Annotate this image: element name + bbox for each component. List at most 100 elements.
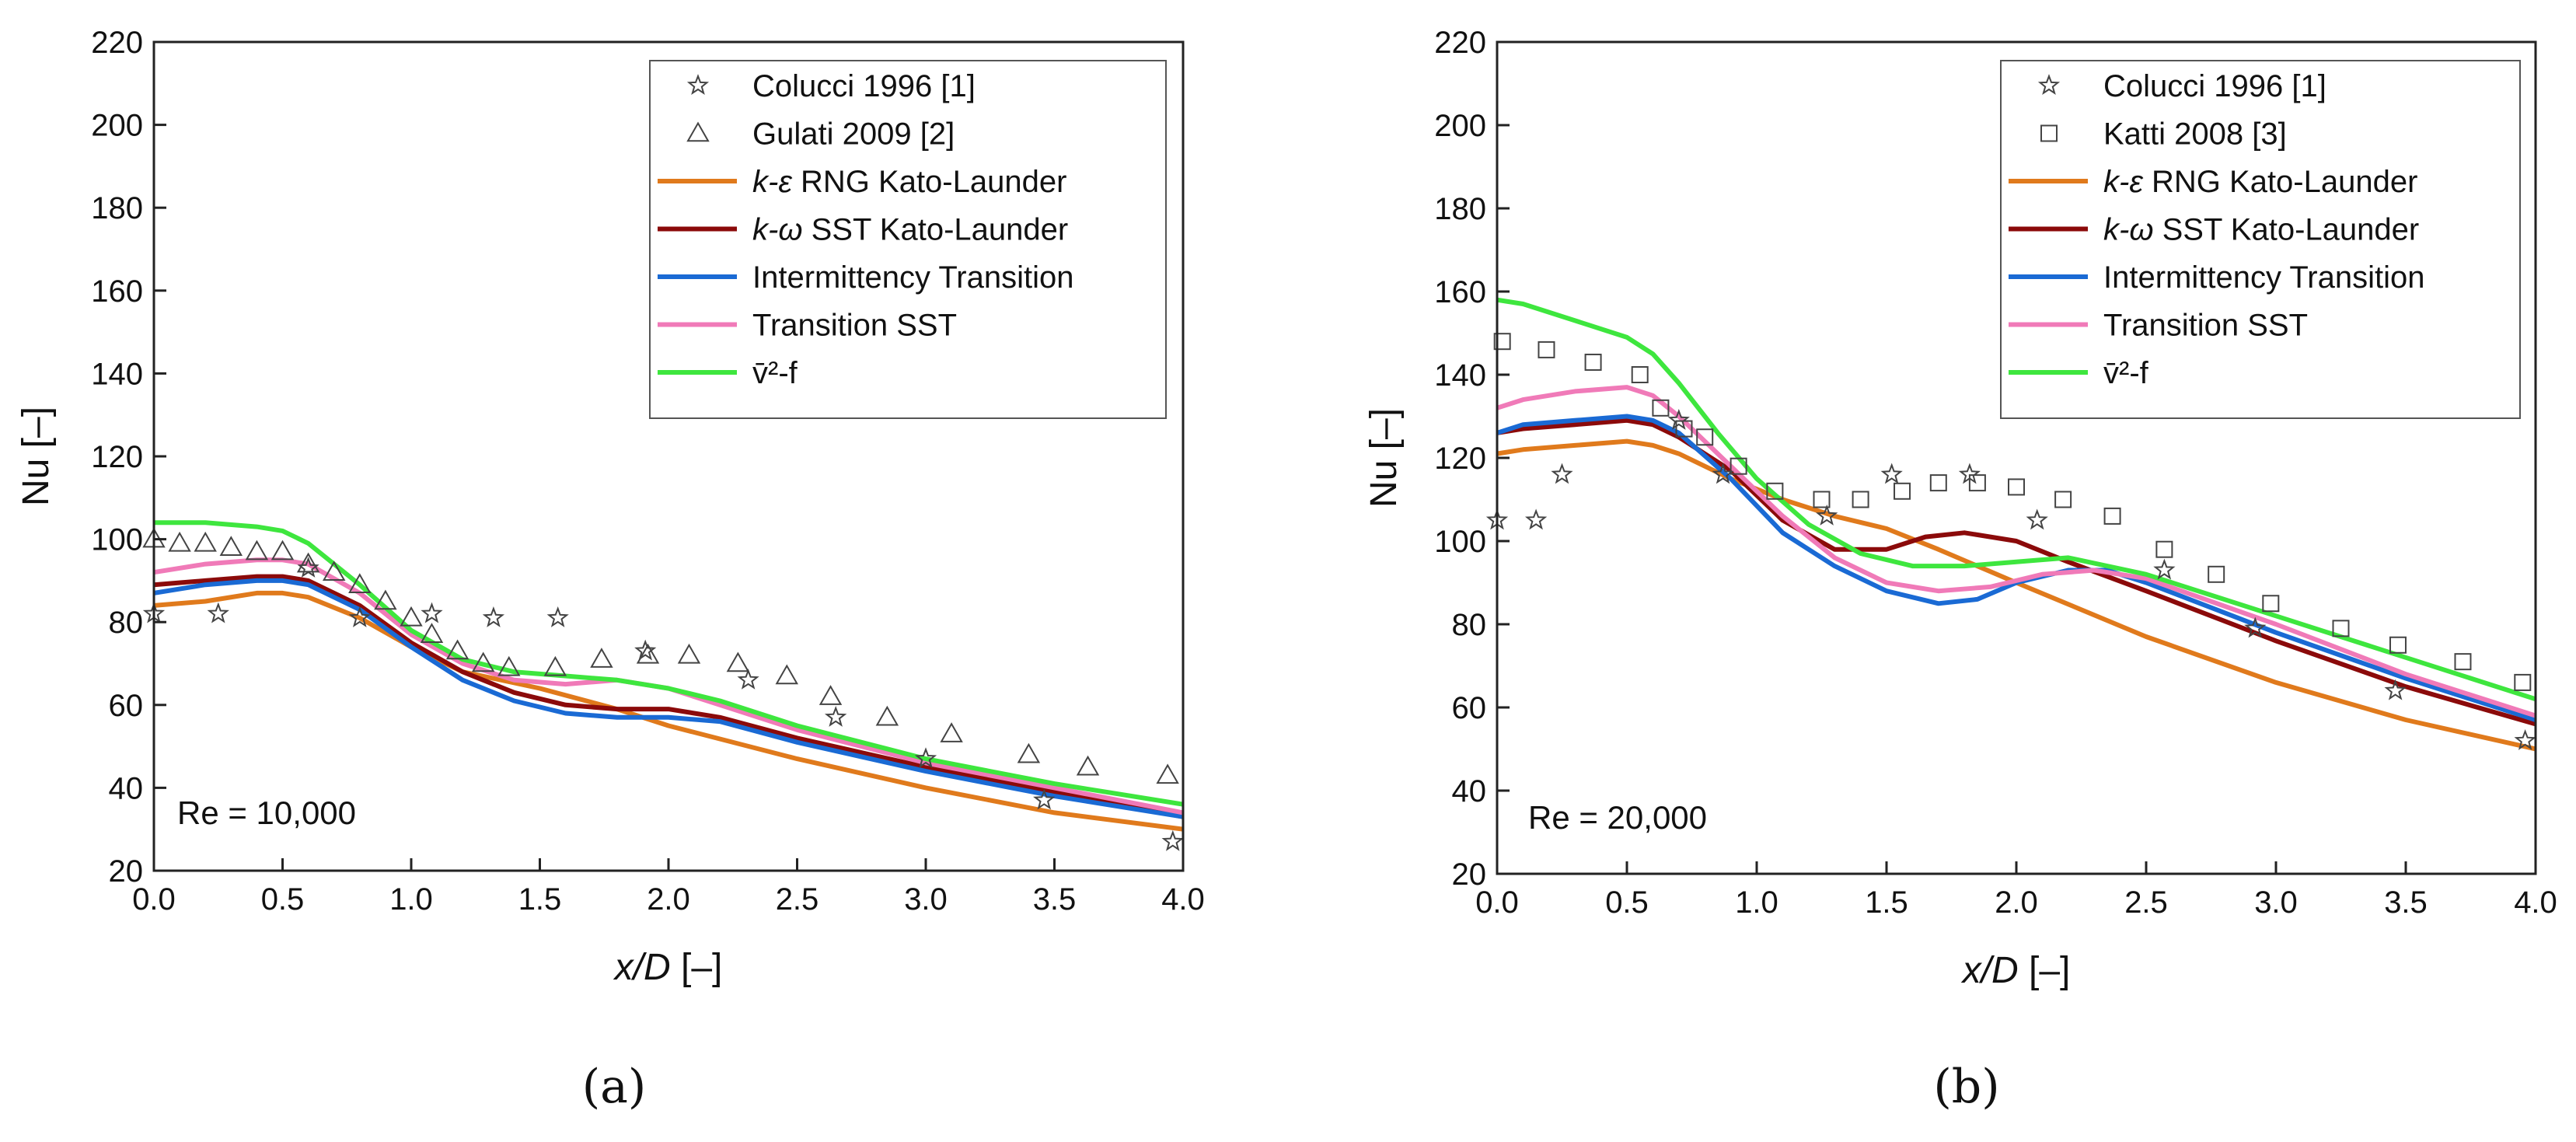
legend: Colucci 1996 [1] Katti 2008 [3] k-ε RNG Ka… (2000, 60, 2521, 419)
series-line-sst (1497, 417, 2536, 727)
legend-label-rng: k-ε RNG Kato-Launder (2103, 165, 2417, 199)
point-gulati (590, 648, 613, 668)
point-colucci (634, 639, 657, 661)
point-gulati (726, 651, 750, 672)
x-axis-label-unit: [–] (2019, 950, 2071, 991)
y-tick-label: 40 (109, 771, 144, 805)
point-katti (2054, 491, 2072, 508)
legend-label-int: Intermittency Transition (752, 260, 1074, 295)
legend-label-v2f: v̄²-f (752, 356, 798, 390)
point-colucci (348, 606, 371, 627)
point-colucci (2384, 679, 2407, 700)
point-gulati (194, 531, 217, 552)
point-colucci (546, 606, 569, 627)
point-katti (2454, 653, 2472, 671)
legend-label-colucci: Colucci 1996 [1] (752, 69, 976, 103)
legend: Colucci 1996 [1] Gulati 2009 [2] k-ε RNG K… (649, 60, 1167, 419)
series-line-rng (1497, 438, 2536, 752)
point-gulati (322, 561, 346, 581)
point-gulati (875, 705, 899, 726)
series-line-v2f (154, 520, 1183, 807)
point-colucci (1551, 463, 1573, 484)
point-katti (1696, 428, 1714, 446)
series-line-int (1497, 414, 2536, 722)
point-gulati (471, 651, 495, 672)
panel-caption: (b) (1933, 1060, 1999, 1114)
x-tick-label: 2.5 (2124, 885, 2168, 920)
point-colucci (737, 668, 759, 690)
legend-label-sst: k-ω SST Kato-Launder (752, 213, 1068, 247)
series-line-int (154, 578, 1183, 819)
point-katti (1852, 491, 1869, 508)
x-tick-label: 1.5 (518, 882, 562, 917)
point-katti (1675, 420, 1693, 438)
series-lines (1497, 297, 2536, 752)
point-gulati (296, 552, 320, 573)
y-tick-label: 60 (1452, 691, 1487, 725)
legend-label-sst: k-ω SST Kato-Launder (2103, 213, 2419, 247)
legend-label-v2f: v̄²-f (2103, 356, 2149, 390)
point-katti (1493, 333, 1511, 351)
point-gulati (445, 639, 469, 660)
y-tick-label: 200 (91, 109, 143, 143)
point-katti (1538, 341, 1555, 358)
x-tick-label: 3.0 (2254, 885, 2298, 920)
y-tick-label: 60 (109, 689, 144, 723)
legend-label-gulati: Gulati 2009 [2] (752, 117, 955, 152)
y-tick-label: 80 (109, 606, 144, 640)
x-tick-label: 3.0 (904, 882, 948, 917)
point-gulati (420, 623, 444, 643)
point-gulati (677, 643, 701, 664)
legend-marker-gulati (686, 121, 710, 142)
point-gulati (497, 655, 521, 676)
x-tick-label: 2.0 (647, 882, 690, 917)
point-colucci (1161, 829, 1184, 851)
point-colucci (1667, 408, 1690, 430)
point-colucci (914, 747, 937, 769)
x-tick-label: 3.5 (2384, 885, 2428, 920)
point-katti (1652, 399, 1670, 417)
point-gulati (245, 540, 269, 561)
legend-label-tsst: Transition SST (2103, 309, 2308, 343)
point-colucci (1816, 505, 1838, 526)
x-tick-label: 0.0 (132, 882, 176, 917)
point-colucci (482, 606, 505, 627)
x-tick-label: 2.5 (776, 882, 819, 917)
point-gulati (374, 589, 397, 610)
scatter-points (1485, 333, 2536, 750)
legend-box (2000, 60, 2521, 419)
point-colucci (421, 602, 443, 623)
y-tick-label: 20 (1452, 857, 1487, 892)
x-tick-label: 0.5 (261, 882, 305, 917)
point-colucci (2244, 616, 2267, 638)
point-katti (1813, 491, 1831, 508)
point-gulati (775, 664, 798, 685)
legend-label-tsst: Transition SST (752, 309, 957, 343)
y-tick-label: 200 (1434, 109, 1486, 143)
y-tick-label: 120 (1434, 442, 1486, 476)
point-colucci (2514, 728, 2536, 750)
series-line-tsst (1497, 385, 2536, 718)
x-axis-label: x/D [–] (1961, 950, 2071, 991)
y-axis-label: Nu [–] (1363, 408, 1405, 508)
point-gulati (219, 536, 243, 557)
point-katti (1584, 353, 1602, 371)
y-tick-label: 100 (1434, 525, 1486, 559)
point-katti (1929, 474, 1947, 492)
scatter-points (142, 527, 1184, 851)
point-katti (1894, 482, 1911, 500)
legend-marker-colucci (2037, 74, 2061, 96)
point-katti (1730, 457, 1747, 475)
series-line-v2f (1497, 297, 2536, 702)
y-tick-label: 220 (91, 26, 143, 60)
x-axis-label-var: x/D (613, 947, 671, 988)
y-tick-label: 80 (1452, 608, 1487, 642)
x-tick-label: 0.5 (1605, 885, 1649, 920)
x-tick-label: 1.0 (389, 882, 433, 917)
point-gulati (348, 573, 372, 593)
point-gulati (400, 606, 423, 627)
y-tick-label: 160 (91, 274, 143, 309)
x-tick-label: 0.0 (1475, 885, 1519, 920)
legend-label-colucci: Colucci 1996 [1] (2103, 69, 2326, 103)
point-gulati (1017, 742, 1041, 763)
